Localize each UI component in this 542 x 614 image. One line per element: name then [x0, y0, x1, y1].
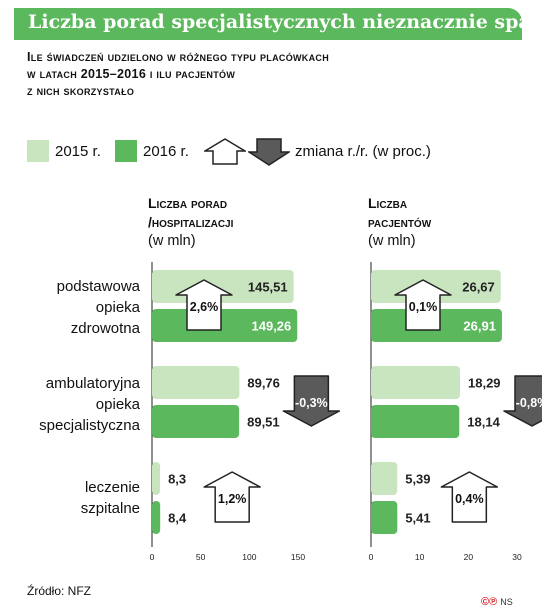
- bar: [371, 501, 398, 534]
- category-label-line: opieka: [95, 299, 140, 316]
- legend-label-change: zmiana r./r. (w proc.): [295, 143, 431, 160]
- up-arrow-icon: [440, 471, 499, 523]
- legend-label-2016: 2016 r.: [143, 143, 189, 160]
- panel-title-line: Liczba: [368, 195, 408, 211]
- change-label: 2,6%: [190, 300, 219, 314]
- change-label: 1,2%: [218, 492, 247, 506]
- data-label: 89,51: [247, 415, 280, 430]
- panel-title-line: pacjentów: [368, 214, 432, 230]
- category-label-line: szpitalne: [80, 500, 140, 517]
- panel-unit: (w mln): [368, 233, 416, 249]
- subtitle-line: z nich skorzystało: [27, 84, 135, 98]
- up-arrow-icon: [204, 138, 246, 165]
- category-label-hospital: leczenie szpitalne: [0, 477, 140, 519]
- copyright-mark: ©℗ NS: [481, 596, 513, 608]
- bar: [152, 501, 161, 534]
- legend-label-2015: 2015 r.: [55, 143, 101, 160]
- tick-label: 100: [242, 552, 256, 562]
- bar: [152, 366, 240, 399]
- source-note: Źródło: NFZ: [27, 584, 92, 598]
- tick-label: 0: [150, 552, 155, 562]
- bar: [371, 366, 461, 399]
- up-arrow-icon: [175, 279, 233, 331]
- category-label-line: opieka: [95, 396, 140, 413]
- data-label: 18,29: [468, 376, 501, 391]
- data-label: 145,51: [248, 280, 288, 295]
- panel-unit: (w mln): [148, 233, 196, 249]
- legend-swatch-2015: [27, 140, 49, 162]
- data-label: 5,41: [405, 511, 430, 526]
- panel-title-right: Liczba pacjentów (w mln): [368, 194, 431, 251]
- subtitle-line: w latach 2015–2016 i ilu pacjentów: [27, 67, 236, 81]
- down-arrow-icon: [282, 375, 341, 427]
- bar: [152, 405, 240, 438]
- data-label: 26,91: [463, 319, 496, 334]
- category-label-line: specjalistyczna: [39, 417, 140, 434]
- category-label-primary-care: podstawowa opieka zdrowotna: [0, 276, 140, 339]
- bar: [152, 270, 294, 303]
- title-bar: Liczba porad specjalistycznych nieznaczn…: [14, 8, 542, 40]
- down-arrow-icon: [248, 138, 290, 166]
- tick-label: 150: [291, 552, 305, 562]
- tick-label: 0: [369, 552, 374, 562]
- panel-title-left: Liczba porad /hospitalizacji (w mln): [148, 194, 233, 251]
- category-label-line: ambulatoryjna: [45, 375, 140, 392]
- bar: [152, 462, 161, 495]
- bar: [371, 462, 398, 495]
- subtitle-line: Ile świadczeń udzielono w różnego typu p…: [27, 50, 329, 64]
- category-label-line: zdrowotna: [70, 320, 140, 337]
- category-label-line: leczenie: [84, 479, 140, 496]
- up-arrow-icon: [203, 471, 261, 523]
- data-label: 5,39: [405, 472, 430, 487]
- data-label: 26,67: [462, 280, 495, 295]
- tick-label: 50: [196, 552, 206, 562]
- author-initials: NS: [500, 597, 513, 607]
- category-label-specialist-care: ambulatoryjna opieka specjalistyczna: [0, 373, 140, 436]
- change-label: -0,8%: [516, 396, 542, 410]
- chart-subtitle: Ile świadczeń udzielono w różnego typu p…: [27, 49, 507, 100]
- up-arrow-icon: [394, 279, 452, 331]
- bar: [152, 309, 298, 342]
- data-label: 18,14: [467, 415, 500, 430]
- data-label: 89,76: [247, 376, 280, 391]
- category-label-line: podstawowa: [56, 278, 140, 295]
- legend-swatch-2016: [115, 140, 137, 162]
- down-arrow-icon: [503, 375, 542, 427]
- panel-title-line: Liczba porad: [148, 195, 228, 211]
- tick-label: 20: [464, 552, 474, 562]
- bar: [371, 309, 502, 342]
- change-label: -0,3%: [295, 396, 328, 410]
- tick-label: 30: [512, 552, 522, 562]
- change-label: 0,1%: [409, 300, 438, 314]
- data-label: 8,4: [168, 511, 187, 526]
- tick-label: 10: [415, 552, 425, 562]
- bar: [371, 405, 460, 438]
- data-label: 149,26: [252, 319, 292, 334]
- chart-title: Liczba porad specjalistycznych nieznaczn…: [28, 11, 542, 33]
- panel-title-line: /hospitalizacji: [148, 214, 234, 230]
- change-label: 0,4%: [455, 492, 484, 506]
- copyright-symbol: ©℗: [481, 596, 498, 608]
- data-label: 8,3: [168, 472, 186, 487]
- bar: [371, 270, 501, 303]
